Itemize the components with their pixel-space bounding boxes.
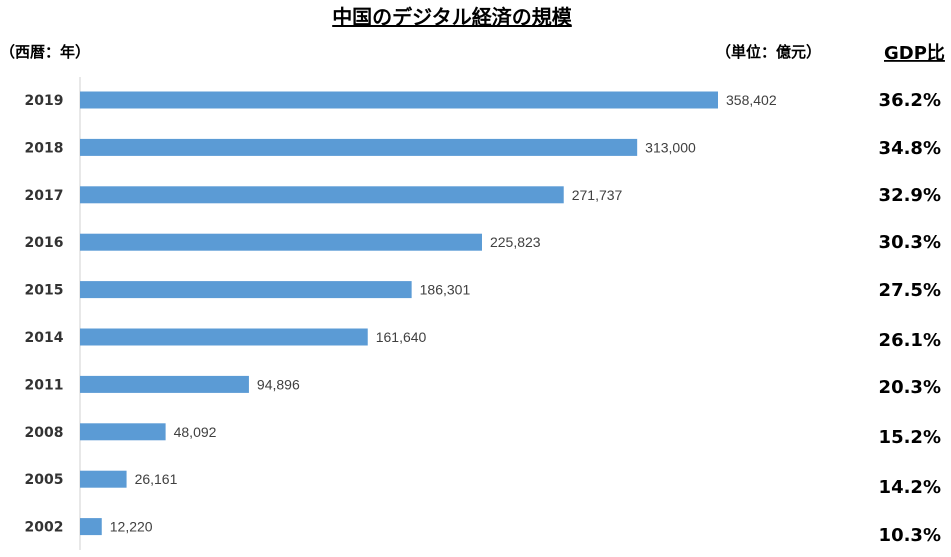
value-label: 313,000: [645, 139, 696, 155]
value-label: 12,220: [110, 519, 153, 535]
gdp-ratio-value: 15.2%: [879, 427, 941, 448]
value-label: 94,896: [257, 376, 300, 392]
bar: [80, 328, 368, 346]
value-label: 186,301: [420, 282, 471, 298]
value-label: 358,402: [726, 92, 777, 108]
value-unit-label: （単位：億元）: [716, 43, 821, 61]
year-label: 2015: [25, 283, 64, 299]
year-label: 2002: [25, 520, 64, 536]
gdp-ratio-value: 26.1%: [879, 330, 941, 351]
bar: [80, 186, 564, 204]
gdp-ratio-value: 27.5%: [879, 280, 941, 301]
year-label: 2011: [25, 377, 64, 393]
y-axis-label: （西暦：年）: [0, 43, 90, 61]
bar: [80, 138, 638, 156]
bar: [80, 233, 482, 251]
bar: [80, 470, 127, 488]
gdp-ratio-value: 34.8%: [879, 138, 941, 159]
value-label: 271,737: [572, 187, 623, 203]
value-label: 48,092: [174, 424, 217, 440]
bar: [80, 518, 102, 536]
year-label: 2016: [25, 235, 64, 251]
value-label: 26,161: [135, 471, 178, 487]
year-label: 2005: [25, 472, 64, 488]
gdp-ratio-value: 14.2%: [879, 477, 941, 498]
value-label: 161,640: [376, 329, 427, 345]
bar: [80, 281, 412, 299]
year-label: 2019: [25, 93, 64, 109]
gdp-ratio-value: 32.9%: [879, 185, 941, 206]
year-label: 2008: [25, 425, 64, 441]
chart-marks: 2019 358,402 36.2% 2018 313,000 34.8% 2017 271,…: [25, 90, 941, 546]
year-label: 2018: [25, 140, 64, 156]
gdp-ratio-value: 36.2%: [879, 90, 941, 111]
gdp-ratio-header: GDP比: [884, 43, 945, 64]
chart-title: 中国のデジタル経済の規模: [332, 5, 573, 29]
bar: [80, 423, 166, 441]
year-label: 2014: [25, 330, 64, 346]
year-label: 2017: [25, 188, 64, 204]
gdp-ratio-value: 30.3%: [879, 232, 941, 253]
gdp-ratio-value: 10.3%: [879, 525, 941, 546]
gdp-ratio-value: 20.3%: [879, 377, 941, 398]
value-label: 225,823: [490, 234, 541, 250]
bar: [80, 91, 718, 109]
bar: [80, 375, 249, 393]
